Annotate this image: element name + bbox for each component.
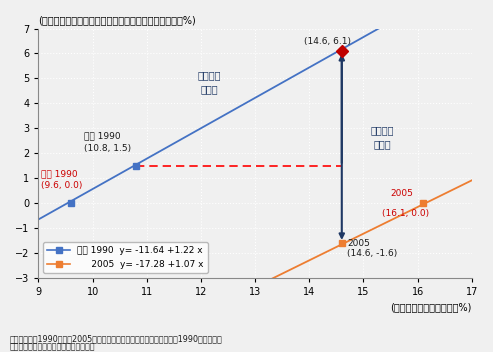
Text: 2005: 2005	[347, 239, 370, 248]
Text: の効果: の効果	[374, 139, 391, 149]
Text: 備考：「貿星1990」は、2005年を基本に、輸入係数と輸出の構成比を1990年に変更。: 備考：「貿星1990」は、2005年を基本に、輸入係数と輸出の構成比を1990年…	[10, 334, 223, 343]
Text: 輸入増加: 輸入増加	[371, 125, 394, 135]
Text: 2005: 2005	[390, 189, 414, 198]
Text: の効果: の効果	[200, 84, 218, 94]
Text: (14.6, -1.6): (14.6, -1.6)	[347, 249, 397, 258]
Text: 貿易 1990: 貿易 1990	[41, 169, 78, 178]
Text: (14.6, 6.1): (14.6, 6.1)	[304, 37, 351, 46]
Text: 資料：総務省「産業連関表」から作成。: 資料：総務省「産業連関表」から作成。	[10, 342, 95, 351]
Legend: 貿易 1990  y= -11.64 +1.22 x,      2005  y= -17.28 +1.07 x: 貿易 1990 y= -11.64 +1.22 x, 2005 y= -17.2…	[43, 242, 208, 273]
Text: (16.1, 0.0): (16.1, 0.0)	[383, 209, 429, 218]
Text: (10.8, 1.5): (10.8, 1.5)	[84, 144, 132, 153]
Text: (「波及効果の収支」と「内需による波及効果」の比、%): (「波及効果の収支」と「内需による波及効果」の比、%)	[38, 15, 196, 25]
X-axis label: (輸出の国内最終需要比、%): (輸出の国内最終需要比、%)	[390, 302, 472, 312]
Text: 貿易 1990: 貿易 1990	[84, 132, 121, 141]
Text: (9.6, 0.0): (9.6, 0.0)	[41, 181, 82, 190]
Text: 輸出増加: 輸出増加	[197, 70, 221, 80]
